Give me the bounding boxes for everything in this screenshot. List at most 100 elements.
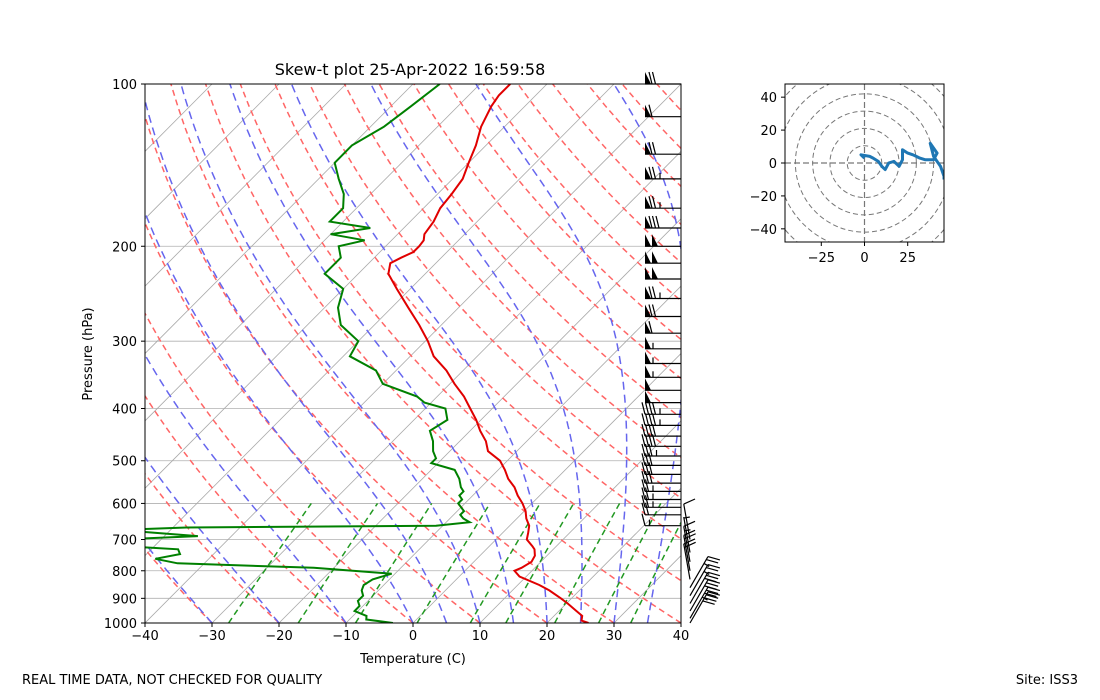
- temperature-trace: [387, 84, 589, 623]
- x-tick-label: 0: [409, 629, 417, 644]
- isotherm-line: [278, 218, 681, 623]
- dry-adiabat: [447, 84, 681, 341]
- y-tick-label: 300: [112, 335, 137, 350]
- mixing-ratio-line: [416, 503, 491, 623]
- wind-barb-flag: [645, 251, 651, 264]
- wind-barb-flag: [645, 166, 651, 179]
- wind-barb-flag: [652, 234, 658, 247]
- y-axis-label: Pressure (hPa): [81, 307, 96, 400]
- wind-barb: [683, 529, 696, 571]
- wind-barb: [641, 413, 681, 426]
- wind-barb-full: [641, 434, 646, 447]
- isotherm-line: [0, 84, 78, 623]
- wind-barb-full: [648, 434, 653, 447]
- hodo-x-tick-label: −25: [808, 251, 835, 266]
- wind-barb-flag: [645, 216, 651, 228]
- y-tick-label: 800: [112, 565, 137, 580]
- dry-adiabat: [413, 84, 681, 380]
- dry-adiabat: [145, 547, 213, 623]
- wind-barb-full: [651, 71, 657, 85]
- wind-barb-full: [641, 487, 646, 500]
- dry-adiabat: [204, 84, 681, 623]
- wind-barb: [645, 196, 681, 209]
- dry-adiabat: [145, 221, 481, 623]
- wind-barb-staff: [689, 579, 709, 612]
- x-tick-label: −10: [332, 629, 359, 644]
- wind-barb-full: [648, 462, 653, 475]
- wind-barb-flag: [645, 104, 651, 117]
- dry-adiabat: [274, 84, 681, 540]
- wind-barb-full: [651, 196, 657, 209]
- hodo-y-tick-label: −20: [750, 190, 777, 205]
- wind-barb: [641, 513, 681, 527]
- mixing-ratio-line: [227, 502, 312, 623]
- wind-barb-full: [644, 470, 650, 484]
- wind-barb-full: [641, 402, 646, 415]
- moist-adiabat: [475, 84, 628, 623]
- moist-adiabat: [290, 84, 548, 623]
- wind-barb: [645, 251, 681, 264]
- wind-barb-flag: [645, 267, 651, 279]
- dry-adiabat: [145, 472, 280, 623]
- wind-barb: [645, 365, 681, 378]
- wind-barb-full: [706, 589, 719, 595]
- moist-adiabat: [145, 210, 414, 623]
- wind-barb: [641, 402, 681, 415]
- moist-adiabat: [229, 84, 515, 623]
- hodo-y-tick-label: 40: [760, 91, 777, 106]
- wind-barb-full: [644, 413, 650, 426]
- wind-barb-full: [648, 304, 653, 317]
- y-tick-label: 600: [112, 497, 137, 512]
- wind-barb-full: [707, 579, 721, 584]
- x-tick-label: −40: [131, 629, 158, 644]
- wind-barb-full: [684, 541, 696, 548]
- wind-barb-full: [648, 215, 653, 229]
- moist-adiabat: [145, 97, 448, 623]
- wind-barb-flag: [645, 286, 651, 299]
- x-tick-label: 10: [472, 629, 489, 644]
- wind-barb: [645, 267, 681, 280]
- isotherm-line: [145, 84, 548, 489]
- wind-barb-full: [641, 453, 646, 466]
- y-tick-label: 400: [112, 403, 137, 418]
- wind-barb-half: [703, 562, 710, 567]
- wind-barb-staff: [689, 572, 709, 604]
- wind-barb: [645, 336, 681, 350]
- isotherm-line: [145, 84, 347, 287]
- wind-barb: [645, 321, 681, 334]
- wind-barb-full: [644, 502, 650, 515]
- wind-barb-full: [651, 215, 657, 229]
- wind-barb: [641, 453, 681, 466]
- wind-barb-full: [651, 413, 657, 426]
- isotherm-line: [546, 487, 681, 623]
- wind-barb-full: [648, 104, 653, 117]
- site-label: Site: ISS3: [1015, 673, 1078, 688]
- wind-barb-full: [651, 423, 657, 437]
- wind-barb: [645, 390, 681, 404]
- dry-adiabat: [145, 113, 548, 623]
- wind-barb: [683, 538, 696, 580]
- isotherm-line: [479, 420, 681, 623]
- wind-barb-full: [706, 558, 719, 564]
- quality-disclaimer: REAL TIME DATA, NOT CHECKED FOR QUALITY: [22, 673, 323, 688]
- wind-barb-full: [644, 423, 650, 437]
- wind-barb: [645, 71, 681, 85]
- moist-adiabat: [180, 84, 481, 623]
- hodo-y-tick-label: −40: [750, 223, 777, 238]
- moist-adiabat: [370, 84, 583, 623]
- wind-barb-full: [651, 286, 657, 299]
- wind-barb-full: [641, 413, 646, 426]
- hodograph-ring: [846, 145, 883, 181]
- wind-barb-staff: [683, 526, 691, 562]
- wind-barb-full: [684, 533, 696, 540]
- wind-barb-flag: [645, 336, 651, 349]
- wind-barb-flag: [645, 142, 651, 155]
- wind-barb-full: [648, 321, 653, 334]
- wind-barb: [641, 423, 681, 437]
- wind-barb-full: [651, 142, 657, 155]
- wind-barb-flag: [645, 390, 651, 403]
- wind-barb: [641, 495, 681, 508]
- wind-barb-full: [648, 470, 653, 484]
- hodo-x-tick-label: 0: [860, 251, 868, 266]
- skewt-plot: −40 −30 −20 −10 0 10 20 30 40 100 200 300 400 500 600 7…: [0, 60, 721, 667]
